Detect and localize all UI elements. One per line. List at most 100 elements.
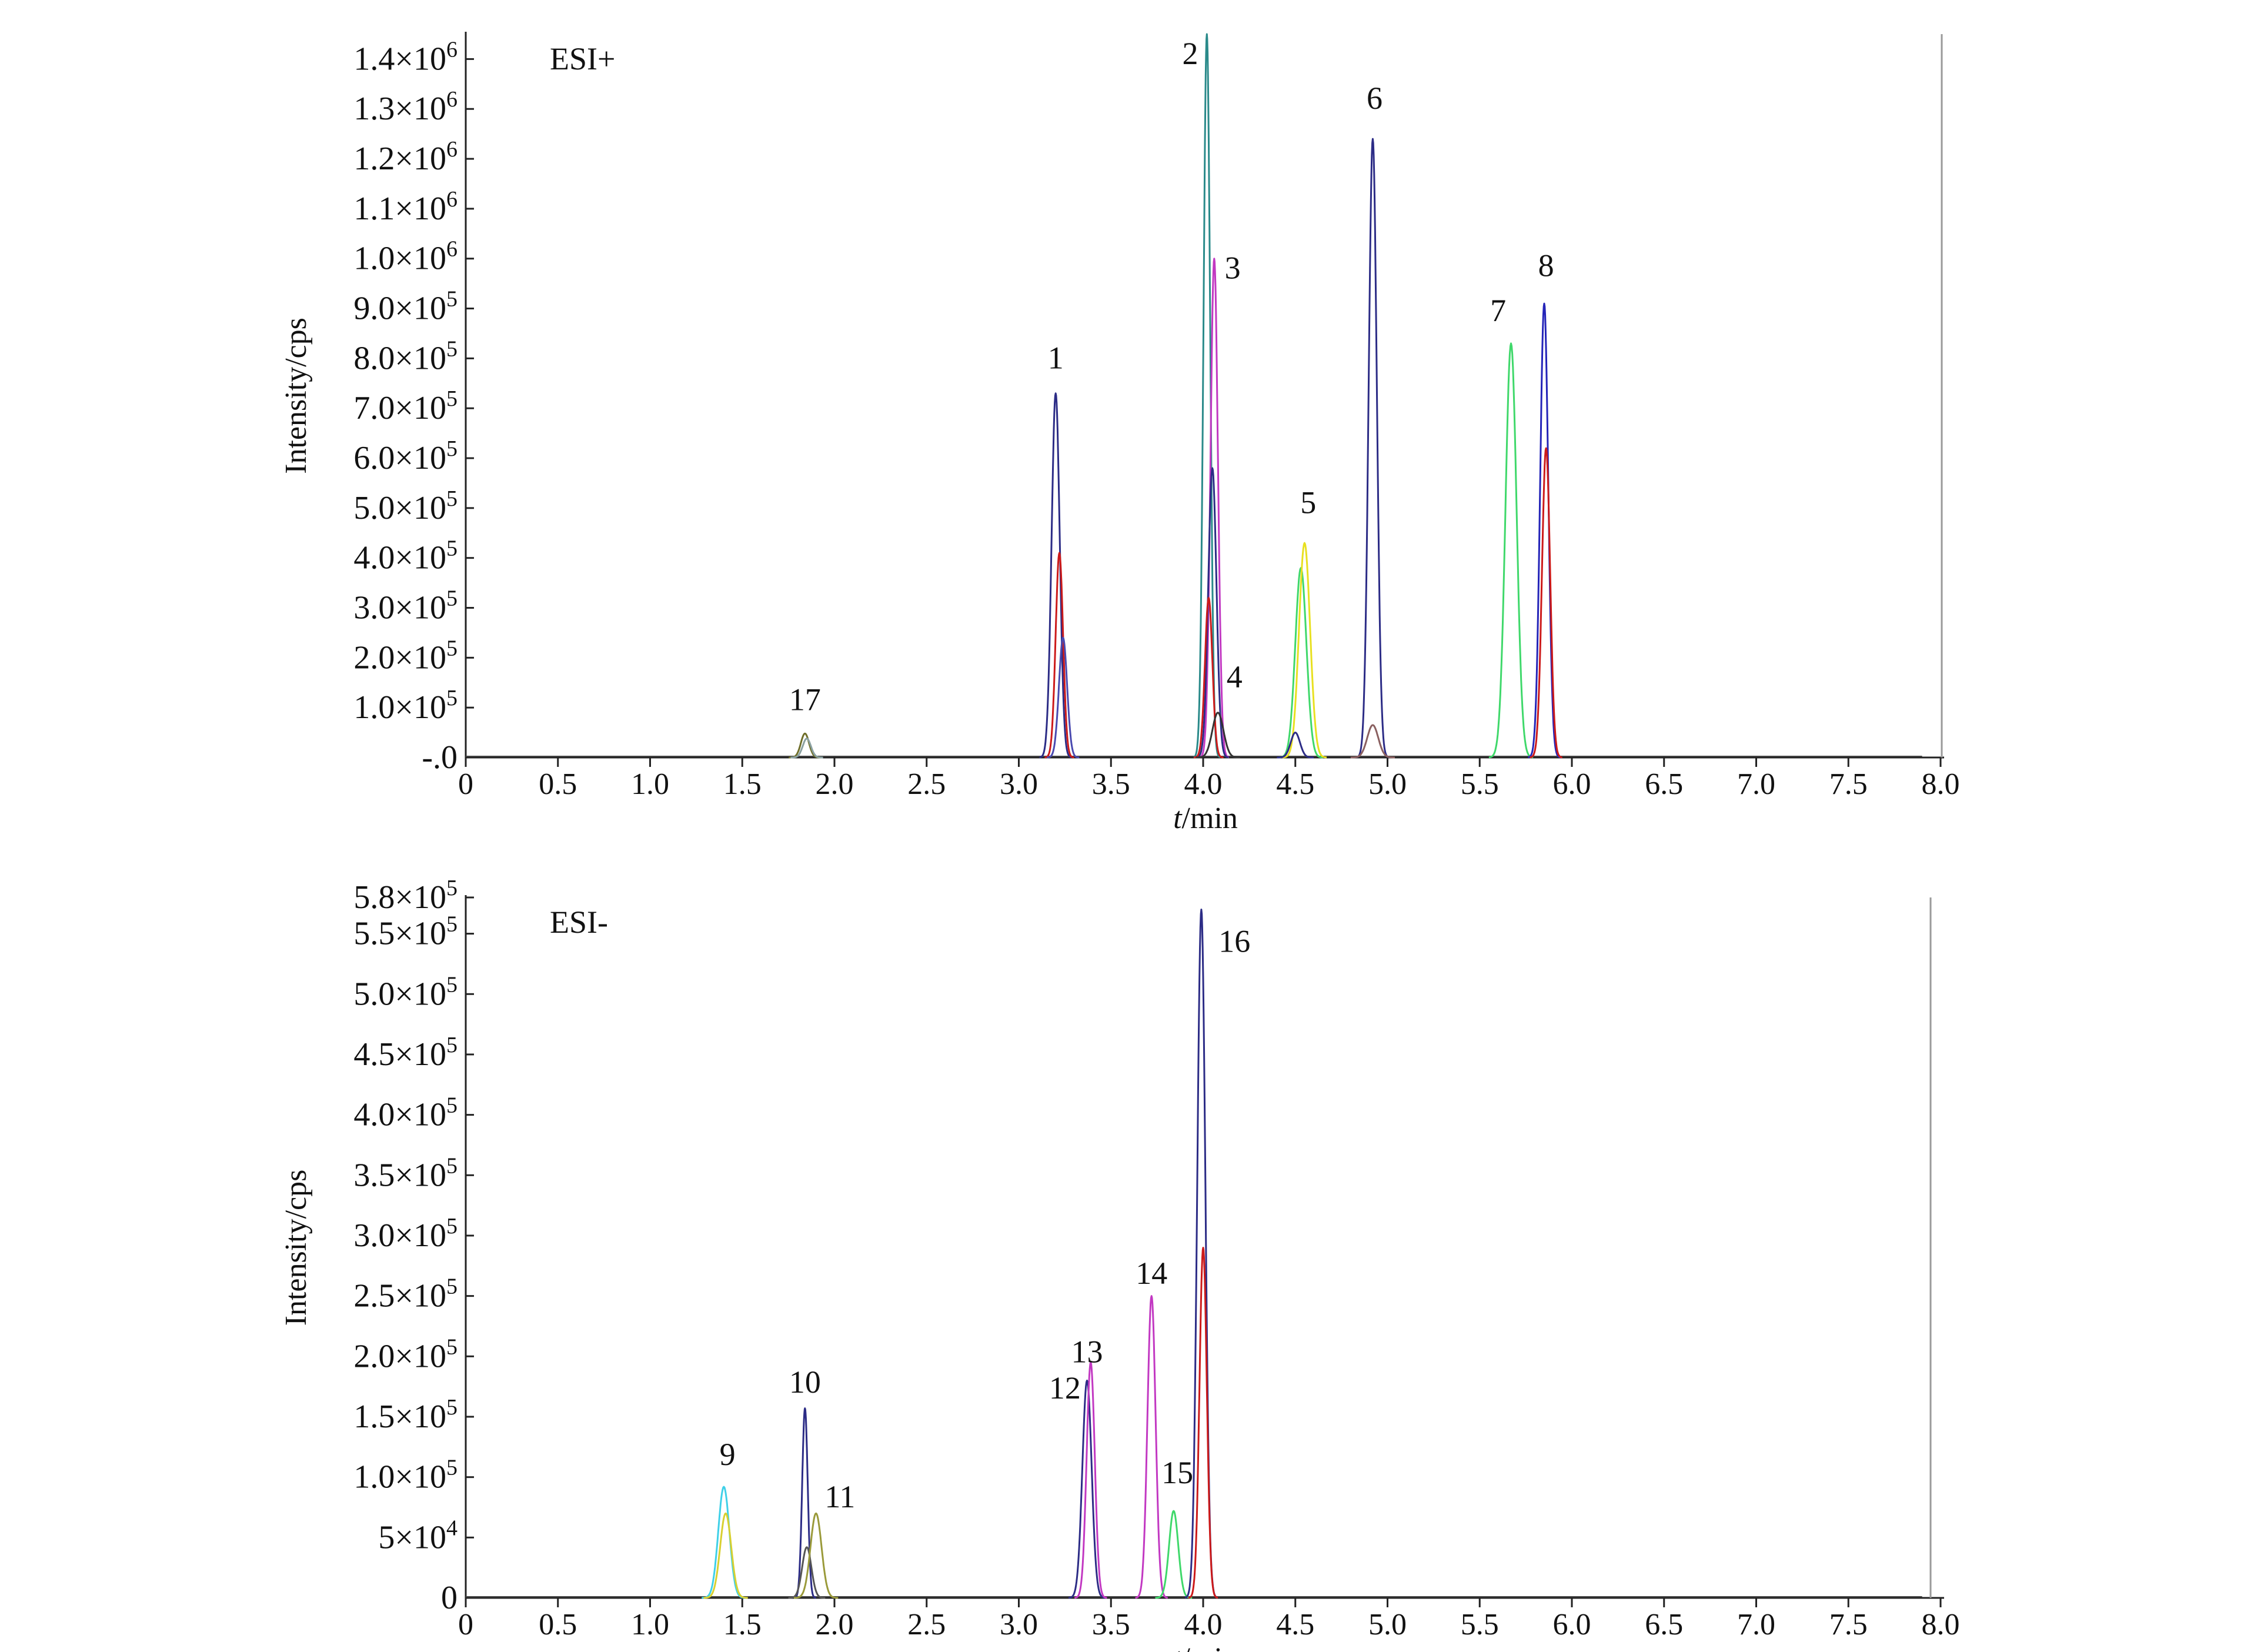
x-tick-label: 2.5 bbox=[907, 767, 946, 801]
peak-5-trace bbox=[1282, 542, 1327, 759]
x-tick-label: 7.5 bbox=[1829, 767, 1868, 801]
peak-8-trace bbox=[1527, 302, 1561, 759]
x-tick-label: 5.5 bbox=[1461, 767, 1499, 801]
y-tick-label: 3.0×105 bbox=[353, 586, 458, 626]
peak-label: 8 bbox=[1538, 248, 1554, 283]
x-tick-label: 0 bbox=[458, 1608, 473, 1641]
x-tick-label: 8.0 bbox=[1922, 767, 1960, 801]
peak-1-trace bbox=[1038, 392, 1073, 759]
y-tick-label: 1.3×106 bbox=[353, 87, 458, 127]
y-tick-label: 1.1×106 bbox=[353, 187, 458, 227]
peak-3-trace bbox=[1196, 467, 1229, 759]
y-tick-label: 8.0×105 bbox=[353, 336, 458, 376]
y-tick-label: 5.0×105 bbox=[353, 486, 458, 526]
peak-label: 3 bbox=[1225, 251, 1241, 286]
x-tick-label: 2.5 bbox=[907, 1608, 946, 1641]
y-tick-label: 2.0×105 bbox=[353, 636, 458, 676]
esi-minus-panel: 0 5×104 1.0×105 1.5×105 2.0×105 2.5×105 3.0×10… bbox=[279, 876, 1960, 1652]
y-tick-label: 1.5×105 bbox=[353, 1395, 458, 1435]
y-tick-label: 1.2×106 bbox=[353, 137, 458, 177]
y-tick-label: 5×104 bbox=[378, 1516, 458, 1556]
peak-label: 11 bbox=[824, 1479, 855, 1514]
y-tick-label: 9.0×105 bbox=[353, 287, 458, 327]
x-tick-label: 1.5 bbox=[723, 1608, 762, 1641]
peak-6-trace bbox=[1350, 724, 1395, 759]
x-tick-label: 5.5 bbox=[1461, 1608, 1499, 1641]
peak-label: 12 bbox=[1049, 1370, 1081, 1406]
x-tick-label: 4.0 bbox=[1184, 767, 1223, 801]
x-tick-label: 5.0 bbox=[1368, 1608, 1407, 1641]
peak-10-trace bbox=[793, 1407, 817, 1599]
y-axis-label: Intensity/cps bbox=[279, 1170, 313, 1326]
y-axis-label: Intensity/cps bbox=[279, 318, 313, 474]
y-tick-label: 4.0×105 bbox=[353, 1093, 458, 1133]
peak-label: 1 bbox=[1048, 340, 1064, 375]
peak-1-trace bbox=[1046, 636, 1080, 759]
y-tick-label: 7.0×105 bbox=[353, 386, 458, 426]
peak-1-trace bbox=[1044, 552, 1075, 759]
y-tick-label: 5.8×105 bbox=[353, 876, 458, 916]
x-tick-label: 6.0 bbox=[1553, 1608, 1591, 1641]
ionization-mode-label: ESI- bbox=[550, 905, 608, 940]
y-tick-label: 5.5×105 bbox=[353, 912, 458, 952]
y-tick-label: 5.0×105 bbox=[353, 972, 458, 1012]
peak-3-trace bbox=[1193, 597, 1224, 759]
x-tick-label: 1.0 bbox=[631, 1608, 669, 1641]
y-tick-label: 1.0×105 bbox=[353, 686, 458, 726]
peak-label: 14 bbox=[1136, 1256, 1167, 1291]
x-tick-label: 7.0 bbox=[1737, 1608, 1775, 1641]
x-tick-label: 2.0 bbox=[816, 1608, 854, 1641]
peak-13-trace bbox=[1074, 1361, 1108, 1599]
peak-label: 7 bbox=[1490, 293, 1506, 328]
peak-6-trace bbox=[1356, 138, 1390, 759]
peak-16-trace bbox=[1184, 909, 1218, 1599]
x-tick-label: 7.5 bbox=[1829, 1608, 1868, 1641]
peak-label: 17 bbox=[789, 682, 821, 717]
peak-8-trace bbox=[1529, 447, 1563, 759]
x-tick-label: 0.5 bbox=[539, 1608, 577, 1641]
peak-label: 5 bbox=[1300, 485, 1316, 520]
x-tick-label: 4.5 bbox=[1276, 1608, 1314, 1641]
peak-3-trace bbox=[1198, 258, 1230, 759]
x-tick-label: 1.5 bbox=[723, 767, 762, 801]
peak-11-trace bbox=[793, 1512, 839, 1599]
y-tick-label: 2.5×105 bbox=[353, 1274, 458, 1314]
x-axis-label: t/min bbox=[1173, 1642, 1238, 1652]
peak-label: 9 bbox=[720, 1437, 736, 1472]
x-tick-label: 3.5 bbox=[1092, 767, 1130, 801]
x-tick-label: 7.0 bbox=[1737, 767, 1775, 801]
peak-5-trace bbox=[1276, 732, 1314, 759]
x-tick-label: 3.5 bbox=[1092, 1608, 1130, 1641]
y-tick-label: 4.5×105 bbox=[353, 1033, 458, 1073]
peak-16-trace bbox=[1188, 1247, 1218, 1599]
y-tick-label: 3.0×105 bbox=[353, 1214, 458, 1254]
x-tick-label: 6.0 bbox=[1553, 767, 1591, 801]
peak-9-trace bbox=[703, 1512, 749, 1599]
y-tick-label: 3.5×105 bbox=[353, 1153, 458, 1193]
peak-label: 4 bbox=[1227, 659, 1243, 695]
peak-label: 2 bbox=[1183, 36, 1198, 71]
x-tick-label: 4.5 bbox=[1276, 767, 1314, 801]
y-tick-label: 1.0×106 bbox=[353, 237, 458, 277]
x-tick-label: 2.0 bbox=[816, 767, 854, 801]
x-tick-label: 3.0 bbox=[1000, 767, 1038, 801]
x-tick-label: 6.5 bbox=[1645, 767, 1683, 801]
peak-14-trace bbox=[1134, 1295, 1168, 1599]
peak-10-trace bbox=[788, 1546, 826, 1599]
x-tick-label: 6.5 bbox=[1645, 1608, 1683, 1641]
peak-9-trace bbox=[701, 1486, 746, 1599]
x-tick-label: 3.0 bbox=[1000, 1608, 1038, 1641]
y-tick-label: -.0 bbox=[422, 739, 458, 776]
x-tick-label: 5.0 bbox=[1368, 767, 1407, 801]
peak-17-trace bbox=[790, 737, 824, 759]
esi-plus-panel: -.0 1.0×105 2.0×105 3.0×105 4.0×105 5.0×105 6.… bbox=[279, 32, 1960, 835]
peak-15-trace bbox=[1154, 1510, 1193, 1599]
x-tick-label: 0.5 bbox=[539, 767, 577, 801]
peak-17-trace bbox=[788, 732, 822, 759]
peak-label: 15 bbox=[1161, 1455, 1193, 1490]
peak-label: 13 bbox=[1071, 1334, 1103, 1370]
y-tick-label: 4.0×105 bbox=[353, 536, 458, 576]
x-tick-label: 0 bbox=[458, 767, 473, 801]
peak-4-trace bbox=[1196, 712, 1241, 759]
